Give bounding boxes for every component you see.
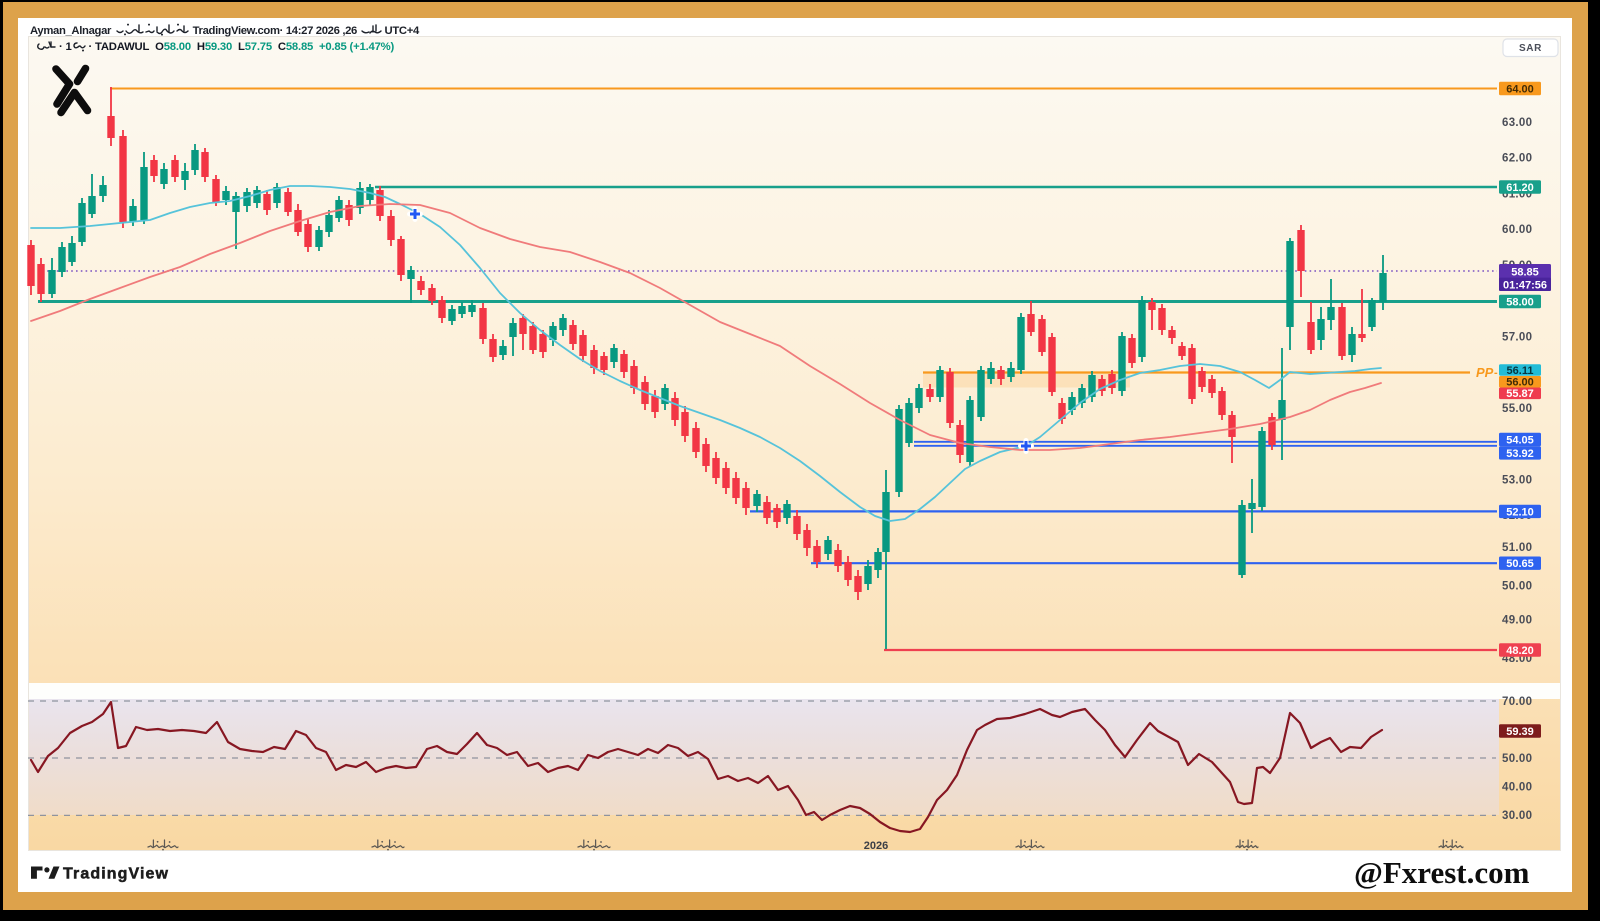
svg-text:48.20: 48.20	[1506, 645, 1534, 657]
svg-text:01:47:56: 01:47:56	[1503, 279, 1547, 291]
svg-text:50.00: 50.00	[1502, 753, 1532, 765]
svg-text:-: -	[1494, 367, 1498, 379]
svg-text:50.65: 50.65	[1506, 558, 1534, 570]
svg-text:53.92: 53.92	[1506, 448, 1534, 460]
svg-text:50.00: 50.00	[1502, 581, 1532, 593]
svg-text:54.05: 54.05	[1506, 434, 1534, 446]
svg-text:57.00: 57.00	[1502, 331, 1532, 343]
svg-text:49.00: 49.00	[1502, 615, 1532, 627]
svg-text:51.00: 51.00	[1502, 542, 1532, 554]
svg-text:60.00: 60.00	[1502, 224, 1532, 236]
svg-text:SAR: SAR	[1519, 43, 1542, 54]
svg-text:2026: 2026	[864, 840, 888, 852]
svg-text:55.00: 55.00	[1502, 403, 1532, 415]
svg-text:30.00: 30.00	[1502, 810, 1532, 822]
svg-text:63.00: 63.00	[1502, 117, 1532, 129]
svg-text:52.10: 52.10	[1506, 506, 1534, 518]
svg-text:61.20: 61.20	[1506, 182, 1534, 194]
svg-text:TradingView: TradingView	[63, 866, 169, 883]
svg-text:58.85: 58.85	[1511, 266, 1539, 278]
svg-text:56.11: 56.11	[1507, 365, 1534, 377]
svg-text:58.00: 58.00	[1506, 296, 1534, 308]
svg-text:40.00: 40.00	[1502, 781, 1532, 793]
svg-text:53.00: 53.00	[1502, 474, 1532, 486]
svg-text:64.00: 64.00	[1506, 83, 1534, 95]
svg-text:59.39: 59.39	[1506, 726, 1534, 738]
svg-text:55.87: 55.87	[1506, 388, 1534, 400]
svg-text:PP: PP	[1476, 365, 1494, 380]
svg-text:62.00: 62.00	[1502, 153, 1532, 165]
svg-text:56.00: 56.00	[1506, 377, 1534, 389]
svg-text:70.00: 70.00	[1502, 696, 1532, 708]
